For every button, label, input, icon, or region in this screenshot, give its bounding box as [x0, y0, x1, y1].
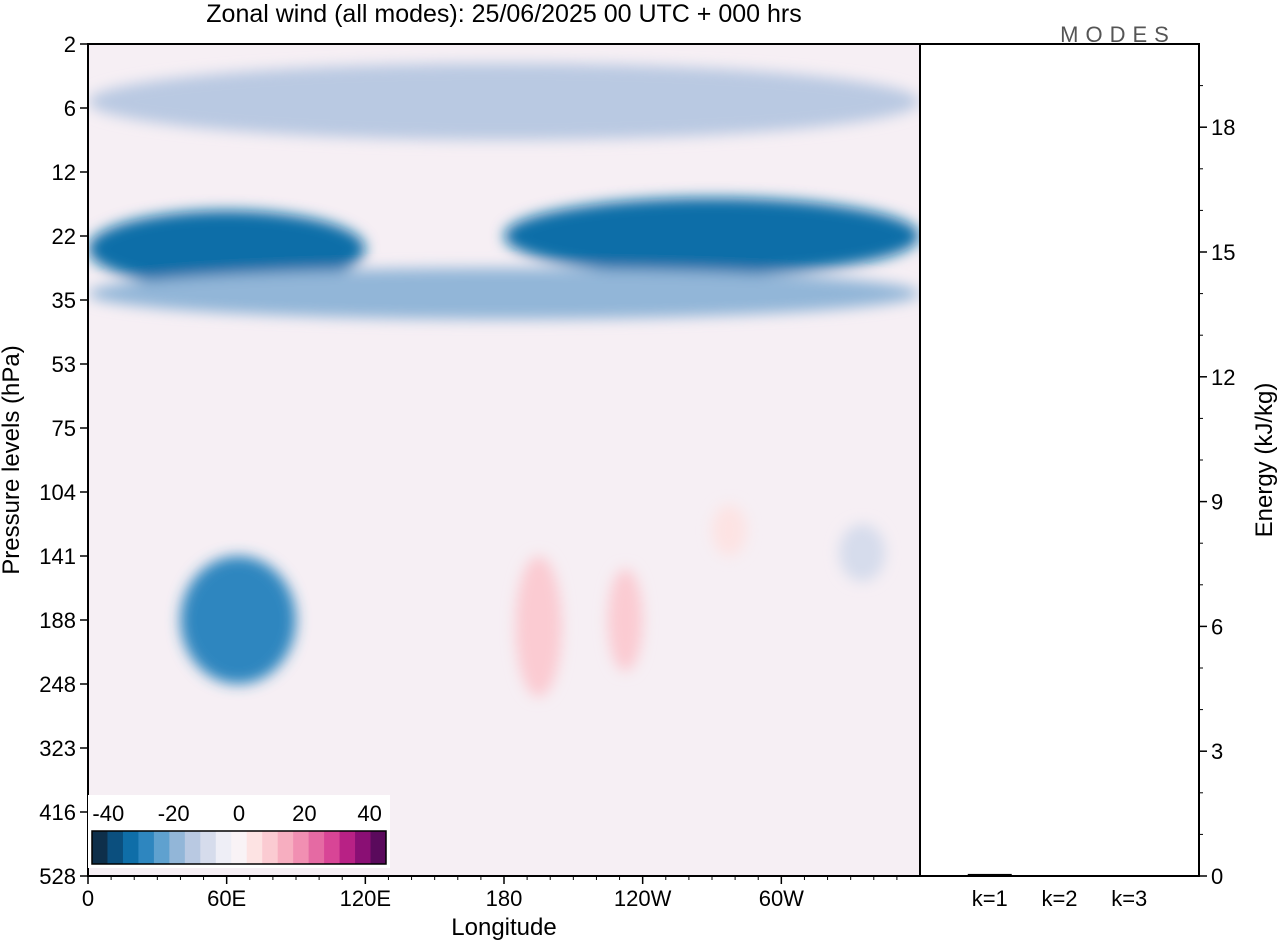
colorbar-label: 40	[357, 801, 381, 826]
field-feature	[88, 63, 920, 140]
colorbar-swatch	[215, 831, 232, 864]
colorbar-swatch	[153, 831, 170, 864]
x-tick-label: 60W	[759, 886, 804, 911]
field-feature	[504, 197, 920, 275]
colorbar-swatch	[122, 831, 139, 864]
colorbar-swatch	[262, 831, 279, 864]
y-tick-label: 188	[39, 608, 76, 633]
colorbar-frame	[91, 830, 387, 865]
y-tick-label: 248	[39, 672, 76, 697]
colorbar-swatch	[231, 831, 248, 864]
field-feature	[608, 568, 643, 672]
y-tick-label: 323	[39, 736, 76, 761]
modes-logo: MODES	[1060, 22, 1176, 47]
colorbar-swatch	[355, 831, 372, 864]
chart-title: Zonal wind (all modes): 25/06/2025 00 UT…	[206, 0, 801, 28]
field-feature	[88, 210, 366, 288]
energy-category-label: k=3	[1111, 886, 1147, 911]
colorbar: -40 -20 0 20 40	[88, 795, 390, 868]
field-feature	[712, 504, 747, 556]
colorbar-swatch	[200, 831, 217, 864]
energy-axis: 0 3 6 9 12 15 18	[1199, 85, 1235, 889]
heatmap-background	[88, 44, 920, 876]
y-axis: 2 6 12 22 35 53 75 104 141 188 248 323 416 528	[39, 32, 88, 889]
energy-tick-label: 0	[1211, 864, 1223, 889]
heatmap-area	[88, 44, 920, 876]
colorbar-swatch	[339, 831, 356, 864]
energy-tick-label: 3	[1211, 739, 1223, 764]
y-tick-label: 53	[52, 352, 76, 377]
y-tick-label: 416	[39, 800, 76, 825]
colorbar-label: -20	[158, 801, 190, 826]
x-tick-label: 60E	[207, 886, 246, 911]
y-tick-label: 528	[39, 864, 76, 889]
energy-panel-frame	[919, 43, 1200, 877]
y-tick-label: 104	[39, 480, 76, 505]
energy-bars: k=1 k=2 k=3	[967, 873, 1152, 911]
x-tick-label: 120W	[614, 886, 672, 911]
field-feature	[839, 524, 886, 582]
colorbar-swatch	[293, 831, 310, 864]
x-tick-label: 180	[486, 886, 523, 911]
field-feature	[180, 556, 296, 684]
colorbar-swatch	[370, 831, 387, 864]
energy-tick-label: 15	[1211, 240, 1235, 265]
energy-bar	[967, 873, 1012, 876]
field-feature	[88, 268, 920, 320]
energy-bar	[1107, 875, 1152, 877]
y-tick-label: 75	[52, 416, 76, 441]
colorbar-swatch	[308, 831, 325, 864]
colorbar-label: -40	[92, 801, 124, 826]
colorbar-swatch	[169, 831, 186, 864]
colorbar-swatch	[92, 831, 108, 864]
y-axis-label: Pressure levels (hPa)	[0, 345, 25, 574]
field-feature	[515, 556, 562, 697]
energy-category-label: k=1	[972, 886, 1008, 911]
x-tick-label: 0	[82, 886, 94, 911]
colorbar-swatch	[184, 831, 201, 864]
y-tick-label: 2	[64, 32, 76, 57]
colorbar-swatch	[107, 831, 124, 864]
y-tick-label: 12	[52, 160, 76, 185]
colorbar-swatch	[324, 831, 341, 864]
y-tick-label: 22	[52, 224, 76, 249]
energy-tick-label: 18	[1211, 115, 1235, 140]
y-tick-label: 6	[64, 96, 76, 121]
heatmap-features	[88, 63, 920, 697]
energy-axis-label: Energy (kJ/kg)	[1251, 383, 1278, 538]
y-tick-label: 141	[39, 544, 76, 569]
colorbar-swatch	[138, 831, 155, 864]
energy-tick-label: 6	[1211, 614, 1223, 639]
x-axis: 0 60E 120E 180 120W 60W	[82, 876, 898, 911]
energy-bar	[1037, 875, 1082, 877]
colorbar-swatch	[246, 831, 263, 864]
colorbar-label: 20	[292, 801, 316, 826]
x-axis-label: Longitude	[451, 914, 556, 941]
y-tick-label: 35	[52, 288, 76, 313]
energy-category-label: k=2	[1041, 886, 1077, 911]
energy-tick-label: 9	[1211, 490, 1223, 515]
colorbar-label: 0	[233, 801, 245, 826]
colorbar-swatch	[277, 831, 294, 864]
x-tick-label: 120E	[340, 886, 391, 911]
energy-tick-label: 12	[1211, 365, 1235, 390]
